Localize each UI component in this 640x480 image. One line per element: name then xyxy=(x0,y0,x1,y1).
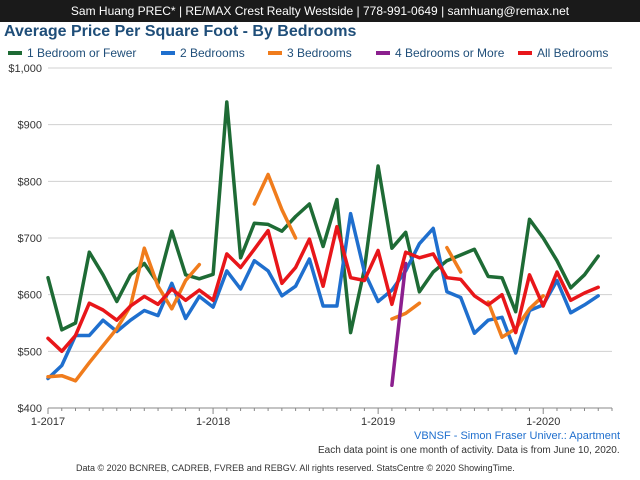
y-tick-label: $500 xyxy=(18,346,42,358)
series-line xyxy=(46,211,600,381)
y-tick-label: $400 xyxy=(18,403,42,415)
legend-label: 3 Bedrooms xyxy=(287,46,352,60)
chart-title: Average Price Per Square Foot - By Bedro… xyxy=(4,23,357,40)
series-line xyxy=(445,245,463,274)
y-tick-label: $700 xyxy=(18,233,42,245)
x-tick-label: 1-2018 xyxy=(196,416,230,428)
series-lines xyxy=(46,100,600,388)
axes: $400 $500 $600 $700 $800 $900 $1,000 1-2017 1-20… xyxy=(8,63,613,428)
legend: 1 Bedroom or Fewer 2 Bedrooms 3 Bedrooms 4 … xyxy=(8,46,608,60)
area-label: VBNSF - Simon Fraser Univer.: Apartment xyxy=(414,430,621,442)
legend-label: 4 Bedrooms or More xyxy=(395,46,505,60)
y-tick-label: $800 xyxy=(18,176,42,188)
legend-label: 2 Bedrooms xyxy=(180,46,245,60)
legend-label: All Bedrooms xyxy=(537,46,608,60)
series-line xyxy=(46,224,600,354)
y-tick-label: $600 xyxy=(18,290,42,302)
header-text: Sam Huang PREC* | RE/MAX Crest Realty We… xyxy=(70,4,570,18)
series-line xyxy=(46,100,600,335)
series-line xyxy=(46,246,202,383)
series-line xyxy=(252,172,298,240)
copyright-note: Data © 2020 BCNREB, CADREB, FVREB and RE… xyxy=(76,463,515,473)
series-line xyxy=(390,261,408,388)
x-tick-label: 1-2020 xyxy=(526,416,560,428)
x-tick-label: 1-2019 xyxy=(361,416,395,428)
legend-label: 1 Bedroom or Fewer xyxy=(27,46,136,60)
series-line xyxy=(390,301,422,321)
y-tick-label: $900 xyxy=(18,120,42,132)
x-tick-label: 1-2017 xyxy=(31,416,65,428)
y-tick-label: $1,000 xyxy=(8,63,42,75)
header-bar: Sam Huang PREC* | RE/MAX Crest Realty We… xyxy=(0,0,640,22)
data-note: Each data point is one month of activity… xyxy=(318,445,620,456)
